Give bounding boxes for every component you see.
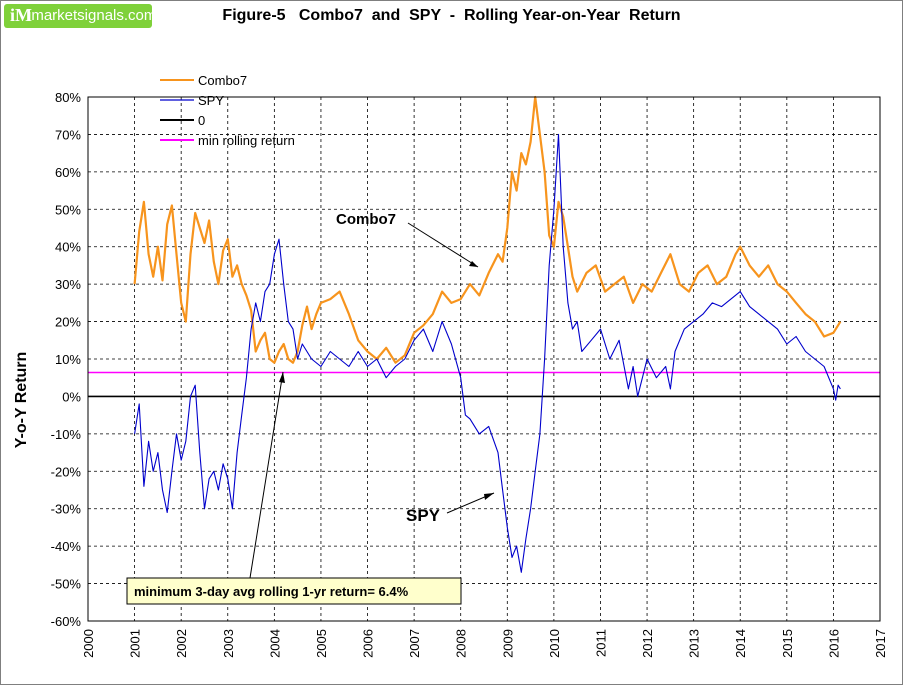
combo7-arrow-head	[469, 261, 478, 267]
x-tick-label: 2008	[454, 629, 469, 658]
min-return-box-text: minimum 3-day avg rolling 1-yr return= 6…	[134, 584, 409, 599]
legend: Combo7 SPY 0 min rolling return	[160, 73, 295, 148]
y-tick-label: 20%	[55, 315, 81, 330]
y-tick-label: -40%	[51, 539, 82, 554]
min-arrow-head	[279, 372, 285, 383]
x-tick-labels: 2000 2001 2002 2003 2004 2005 2006 2007 2008 2009…	[81, 629, 888, 658]
spy-label: SPY	[406, 506, 441, 525]
logo-text: imarketsignals.com	[28, 7, 157, 24]
series-line-1	[134, 133, 841, 573]
x-tick-label: 2009	[500, 629, 515, 658]
combo7-label: Combo7	[336, 211, 396, 228]
y-tick-label: 0%	[62, 389, 81, 404]
chart-title: Figure-5 Combo7 and SPY - Rolling Year-o…	[222, 7, 681, 24]
y-axis-label: Y-o-Y Return	[13, 352, 30, 449]
y-tick-label: 30%	[55, 277, 81, 292]
y-tick-labels: 80% 70% 60% 50% 40% 30% 20% 10% 0% -10% -20% -30% -4…	[51, 90, 82, 629]
x-tick-label: 2001	[128, 629, 143, 658]
x-tick-label: 2016	[826, 629, 841, 658]
x-tick-label: 2012	[640, 629, 655, 658]
x-tick-label: 2000	[81, 629, 96, 658]
plot-border	[87, 96, 881, 622]
spy-arrow-head	[484, 493, 494, 500]
y-tick-label: -20%	[51, 464, 82, 479]
x-tick-label: 2017	[873, 629, 888, 658]
logo-mark: iM	[10, 5, 32, 25]
legend-entry: Combo7	[198, 73, 247, 88]
legend-entry: SPY	[198, 93, 224, 108]
x-tick-label: 2013	[687, 629, 702, 658]
min-arrow-line	[249, 371, 284, 579]
y-tick-label: 80%	[55, 90, 81, 105]
y-tick-label: -10%	[51, 427, 82, 442]
x-tick-label: 2004	[267, 629, 282, 658]
y-tick-label: 40%	[55, 240, 81, 255]
x-tick-label: 2015	[780, 629, 795, 658]
x-tick-label: 2006	[361, 629, 376, 658]
x-tick-label: 2011	[593, 629, 608, 657]
y-tick-label: 50%	[55, 202, 81, 217]
grid-lines	[87, 96, 881, 622]
series-lines	[88, 95, 880, 573]
y-tick-label: -30%	[51, 502, 82, 517]
x-tick-label: 2002	[174, 629, 189, 658]
x-tick-label: 2003	[221, 629, 236, 658]
series-line-0	[133, 95, 842, 364]
y-tick-label: 70%	[55, 127, 81, 142]
legend-entry: 0	[198, 113, 205, 128]
y-tick-label: 60%	[55, 165, 81, 180]
combo7-arrow-line	[407, 222, 479, 268]
x-tick-label: 2007	[407, 629, 422, 658]
legend-entry: min rolling return	[198, 133, 295, 148]
y-tick-label: -60%	[51, 614, 82, 629]
x-tick-label: 2010	[547, 629, 562, 658]
x-tick-label: 2005	[314, 629, 329, 658]
min-return-box	[126, 577, 462, 605]
y-tick-label: -50%	[51, 577, 82, 592]
x-tick-label: 2014	[733, 629, 748, 658]
site-logo: iM imarketsignals.com	[4, 4, 156, 28]
y-tick-label: 10%	[55, 352, 81, 367]
